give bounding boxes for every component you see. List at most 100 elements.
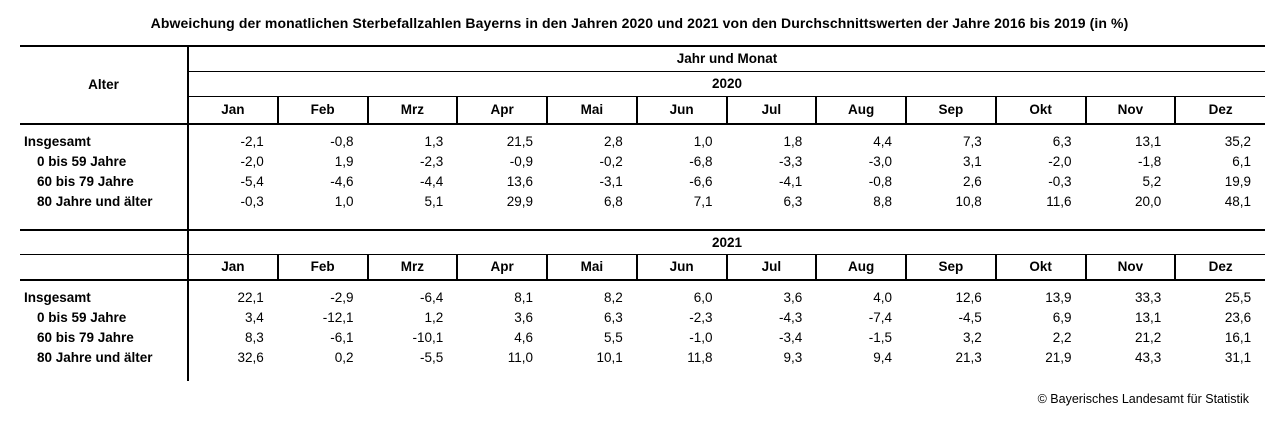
table-row: 0 bis 59 Jahre 3,4 -12,1 1,2 3,6 6,3 -2,3 -4,3 -… bbox=[20, 308, 1265, 328]
data-cell: 4,0 bbox=[873, 290, 892, 306]
data-cell: 1,2 bbox=[424, 310, 444, 326]
data-cell: 33,3 bbox=[1134, 290, 1162, 306]
data-cell: 8,1 bbox=[514, 290, 533, 306]
month-header-dez: Dez bbox=[1174, 96, 1266, 125]
table-row: 60 bis 79 Jahre -5,4 -4,6 -4,4 13,6 -3,1 -6,6 -… bbox=[20, 172, 1265, 192]
data-cell: 3,4 bbox=[244, 310, 264, 326]
data-cell: 21,5 bbox=[506, 134, 533, 150]
data-cell: -0,2 bbox=[599, 154, 623, 170]
month-header-jun: Jun bbox=[635, 254, 727, 281]
month-header-mai: Mai bbox=[546, 96, 637, 125]
data-cell: 21,3 bbox=[955, 350, 982, 366]
table-row: 80 Jahre und älter -0,3 1,0 5,1 29,9 6,8 7,1 6,… bbox=[20, 192, 1265, 212]
data-cell: -2,9 bbox=[330, 290, 354, 306]
table-2020: Alter Jahr und Monat 2020 Jan Feb Mrz Apr Ma… bbox=[20, 45, 1266, 231]
data-cell: 8,3 bbox=[244, 330, 264, 346]
page: Abweichung der monatlichen Sterbefallzah… bbox=[20, 15, 1266, 406]
row-label: Insgesamt bbox=[20, 132, 189, 152]
data-cell: 1,0 bbox=[693, 134, 713, 150]
data-cell: 4,6 bbox=[514, 330, 533, 346]
data-cell: 10,8 bbox=[955, 194, 982, 210]
row-label: Insgesamt bbox=[20, 288, 189, 308]
month-header-sep: Sep bbox=[905, 254, 996, 281]
data-cell: -6,4 bbox=[419, 290, 444, 306]
data-cell: -6,6 bbox=[689, 174, 713, 190]
data-cell: -3,0 bbox=[868, 154, 892, 170]
spacer-row bbox=[20, 280, 1265, 288]
data-cell: 10,1 bbox=[596, 350, 623, 366]
data-cell: -2,1 bbox=[240, 134, 264, 150]
data-cell: 29,9 bbox=[506, 194, 533, 210]
data-cell: -0,3 bbox=[1048, 174, 1072, 190]
data-cell: -1,5 bbox=[868, 330, 892, 346]
year-header-row-2021: 2021 bbox=[20, 231, 1266, 255]
data-cell: -0,8 bbox=[330, 134, 354, 150]
age-column-header: Alter bbox=[20, 46, 189, 125]
data-cell: -10,1 bbox=[412, 330, 444, 346]
spacer-cell bbox=[20, 368, 189, 381]
table-2021-header: 2021 Jan Feb Mrz Apr Mai Jun Jul Aug Sep Okt Nov De… bbox=[20, 231, 1266, 281]
data-cell: 23,6 bbox=[1224, 310, 1252, 326]
data-cell: -1,0 bbox=[689, 330, 713, 346]
row-label: 0 bis 59 Jahre bbox=[20, 308, 189, 328]
data-cell: 1,8 bbox=[783, 134, 803, 150]
month-header-jul: Jul bbox=[725, 254, 817, 281]
data-cell: 48,1 bbox=[1224, 194, 1252, 210]
spacer-cell bbox=[188, 124, 1265, 132]
data-cell: 9,3 bbox=[783, 350, 803, 366]
data-cell: -2,3 bbox=[689, 310, 713, 326]
spacer-cell bbox=[20, 212, 189, 230]
table-row: Insgesamt -2,1 -0,8 1,3 21,5 2,8 1,0 1,8 4,4 7,3 6… bbox=[20, 132, 1265, 152]
data-cell: 6,8 bbox=[603, 194, 623, 210]
month-header-jul: Jul bbox=[725, 96, 817, 125]
page-title: Abweichung der monatlichen Sterbefallzah… bbox=[150, 15, 1129, 31]
spacer-row bbox=[20, 212, 1265, 230]
data-cell: -6,8 bbox=[689, 154, 713, 170]
data-cell: 8,2 bbox=[603, 290, 623, 306]
data-cell: -5,5 bbox=[419, 350, 444, 366]
data-cell: -7,4 bbox=[868, 310, 892, 326]
data-cell: 11,6 bbox=[1046, 194, 1072, 210]
table-2020-body: Insgesamt -2,1 -0,8 1,3 21,5 2,8 1,0 1,8 4,4 7,3 6… bbox=[20, 124, 1265, 230]
data-cell: 6,1 bbox=[1232, 154, 1252, 170]
row-label: 80 Jahre und älter bbox=[20, 348, 189, 368]
month-header-aug: Aug bbox=[815, 254, 906, 281]
data-cell: 4,4 bbox=[873, 134, 892, 150]
data-cell: -1,8 bbox=[1137, 154, 1162, 170]
empty-corner-cell bbox=[20, 254, 189, 281]
month-header-dez: Dez bbox=[1174, 254, 1266, 281]
month-header-mrz: Mrz bbox=[366, 96, 458, 125]
data-cell: 35,2 bbox=[1224, 134, 1252, 150]
data-cell: 21,2 bbox=[1134, 330, 1162, 346]
month-header-feb: Feb bbox=[276, 96, 368, 125]
table-2021-body: Insgesamt 22,1 -2,9 -6,4 8,1 8,2 6,0 3,6 4,0 12,6… bbox=[20, 280, 1265, 381]
month-header-row-2021: Jan Feb Mrz Apr Mai Jun Jul Aug Sep Okt Nov Dez bbox=[20, 254, 1266, 281]
group-header: Jahr und Monat bbox=[188, 46, 1266, 72]
data-cell: 11,0 bbox=[507, 350, 533, 366]
empty-corner-cell bbox=[20, 231, 189, 255]
group-header-row: Alter Jahr und Monat bbox=[20, 46, 1266, 125]
data-cell: 12,6 bbox=[955, 290, 982, 306]
data-cell: 2,8 bbox=[603, 134, 623, 150]
data-cell: 13,6 bbox=[506, 174, 533, 190]
month-header-mai: Mai bbox=[546, 254, 637, 281]
data-cell: 3,2 bbox=[962, 330, 982, 346]
data-cell: 3,6 bbox=[783, 290, 803, 306]
data-cell: -3,1 bbox=[599, 174, 623, 190]
data-cell: 9,4 bbox=[873, 350, 892, 366]
spacer-cell bbox=[20, 124, 189, 132]
data-cell: 3,6 bbox=[514, 310, 533, 326]
month-header-jan: Jan bbox=[187, 96, 278, 125]
data-cell: -5,4 bbox=[240, 174, 264, 190]
data-cell: 5,2 bbox=[1142, 174, 1162, 190]
month-header-feb: Feb bbox=[276, 254, 368, 281]
month-header-apr: Apr bbox=[456, 254, 547, 281]
table-row: Insgesamt 22,1 -2,9 -6,4 8,1 8,2 6,0 3,6 4,0 12,6… bbox=[20, 288, 1265, 308]
spacer-cell bbox=[188, 280, 1265, 288]
spacer-row bbox=[20, 368, 1265, 381]
data-cell: -4,4 bbox=[419, 174, 444, 190]
data-cell: 13,1 bbox=[1134, 310, 1162, 326]
data-cell: 6,3 bbox=[783, 194, 803, 210]
data-cell: 6,3 bbox=[603, 310, 623, 326]
data-cell: 19,9 bbox=[1224, 174, 1252, 190]
